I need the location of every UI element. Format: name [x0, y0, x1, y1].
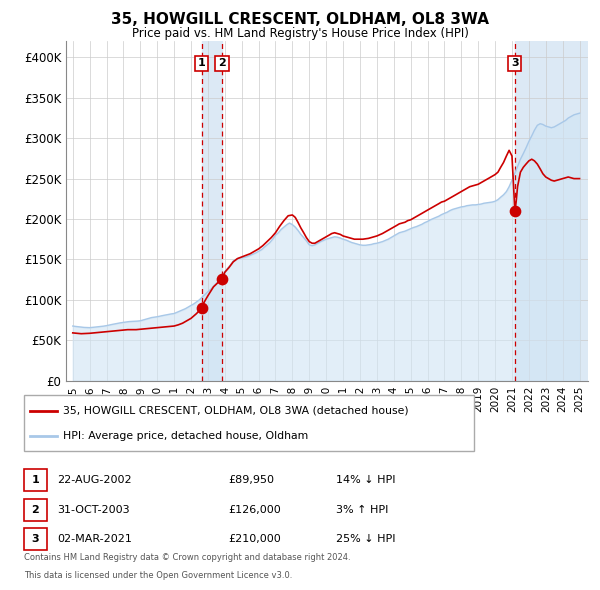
- Text: 02-MAR-2021: 02-MAR-2021: [57, 535, 132, 544]
- Text: 35, HOWGILL CRESCENT, OLDHAM, OL8 3WA: 35, HOWGILL CRESCENT, OLDHAM, OL8 3WA: [111, 12, 489, 27]
- Text: 22-AUG-2002: 22-AUG-2002: [57, 476, 131, 485]
- Text: HPI: Average price, detached house, Oldham: HPI: Average price, detached house, Oldh…: [63, 431, 308, 441]
- Point: [217, 274, 227, 284]
- Text: 1: 1: [198, 58, 206, 68]
- Bar: [515, 41, 588, 381]
- Text: £126,000: £126,000: [228, 505, 281, 514]
- Text: 31-OCT-2003: 31-OCT-2003: [57, 505, 130, 514]
- Point: [510, 206, 520, 216]
- Text: 3: 3: [511, 58, 518, 68]
- Text: £89,950: £89,950: [228, 476, 274, 485]
- Text: This data is licensed under the Open Government Licence v3.0.: This data is licensed under the Open Gov…: [24, 571, 292, 580]
- Text: Contains HM Land Registry data © Crown copyright and database right 2024.: Contains HM Land Registry data © Crown c…: [24, 553, 350, 562]
- Text: Price paid vs. HM Land Registry's House Price Index (HPI): Price paid vs. HM Land Registry's House …: [131, 27, 469, 40]
- Point: [197, 303, 206, 313]
- Text: 3: 3: [32, 535, 39, 544]
- Text: 3% ↑ HPI: 3% ↑ HPI: [336, 505, 388, 514]
- Text: 1: 1: [32, 476, 39, 485]
- Text: 14% ↓ HPI: 14% ↓ HPI: [336, 476, 395, 485]
- Text: £210,000: £210,000: [228, 535, 281, 544]
- Bar: [202, 41, 222, 381]
- Text: 25% ↓ HPI: 25% ↓ HPI: [336, 535, 395, 544]
- Text: 35, HOWGILL CRESCENT, OLDHAM, OL8 3WA (detached house): 35, HOWGILL CRESCENT, OLDHAM, OL8 3WA (d…: [63, 406, 409, 416]
- Text: 2: 2: [218, 58, 226, 68]
- Text: 2: 2: [32, 505, 39, 514]
